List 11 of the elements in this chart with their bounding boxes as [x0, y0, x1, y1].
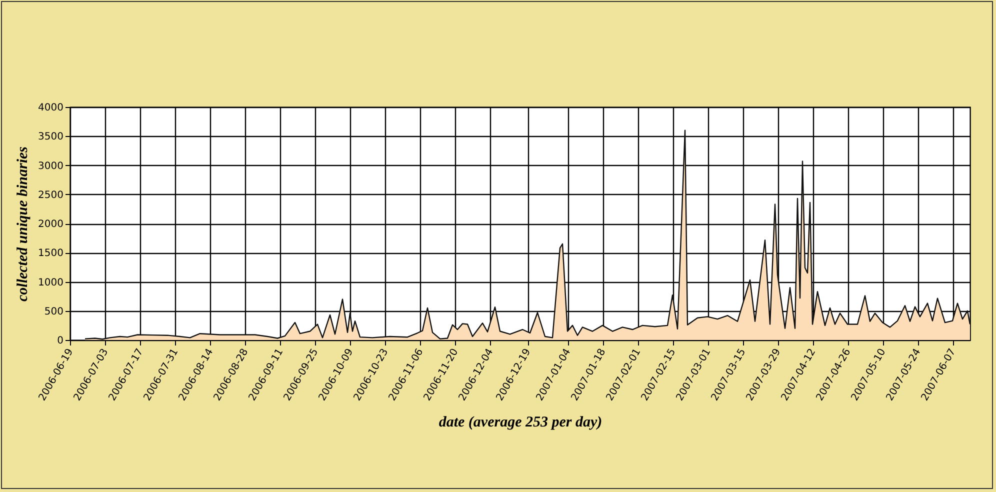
- y-tick-label: 3500: [38, 132, 64, 143]
- y-tick-label: 4000: [38, 102, 64, 114]
- y-axis-title: collected unique binaries: [15, 146, 32, 302]
- y-tick-label: 2500: [38, 190, 64, 201]
- y-tick-label: 2000: [38, 219, 64, 230]
- y-tick-label: 3000: [38, 160, 64, 172]
- x-axis-title: date (average 253 per day): [438, 414, 602, 430]
- y-tick-label: 500: [44, 306, 64, 318]
- y-tick-label: 0: [57, 336, 64, 346]
- y-tick-label: 1000: [38, 277, 64, 288]
- y-tick-label: 1500: [38, 248, 64, 260]
